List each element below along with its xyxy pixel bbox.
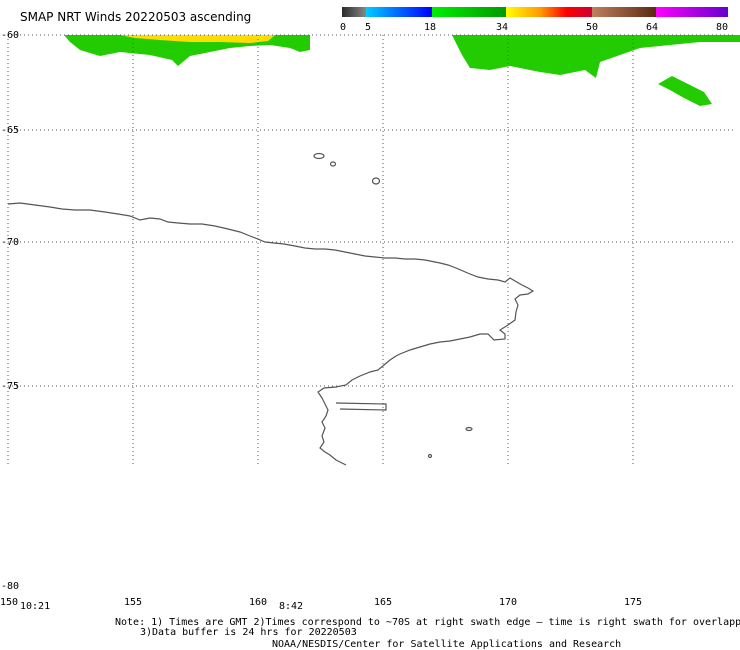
lon-label-160: 160 bbox=[249, 597, 267, 608]
coastline bbox=[7, 152, 535, 466]
lon-label-175: 175 bbox=[624, 597, 642, 608]
wind-region-yellow bbox=[120, 35, 275, 43]
graticule bbox=[7, 34, 736, 465]
colorbar-segment-18-34 bbox=[432, 7, 506, 17]
coastline-antarctica bbox=[7, 202, 535, 466]
lon-label-165: 165 bbox=[374, 597, 392, 608]
colorbar-tick-64: 64 bbox=[646, 22, 658, 33]
swath-time-right: 8:42 bbox=[279, 601, 303, 612]
colorbar-tick-34: 34 bbox=[496, 22, 508, 33]
colorbar-segment-64-80 bbox=[656, 7, 728, 17]
map-title: SMAP NRT Winds 20220503 ascending bbox=[20, 10, 251, 24]
wind-swath-right bbox=[452, 35, 740, 106]
island-4 bbox=[465, 426, 473, 432]
colorbar-tick-80: 80 bbox=[716, 22, 728, 33]
lon-label-170: 170 bbox=[499, 597, 517, 608]
lat-label-60: -60 bbox=[1, 30, 19, 41]
colorbar-segment-50-64 bbox=[592, 7, 656, 17]
colorbar-segment-5-18 bbox=[366, 7, 432, 17]
island-1 bbox=[313, 152, 325, 160]
credit-line: NOAA/NESDIS/Center for Satellite Applica… bbox=[272, 639, 621, 650]
lon-label-150: 150 bbox=[0, 597, 18, 608]
wind-region-green-patch bbox=[658, 76, 712, 106]
lat-label-75: -75 bbox=[1, 381, 19, 392]
colorbar-segment-34-50 bbox=[506, 7, 592, 17]
swath-time-left: 10:21 bbox=[20, 601, 50, 612]
lon-label-155: 155 bbox=[124, 597, 142, 608]
island-5 bbox=[427, 453, 433, 459]
wind-region-green-right bbox=[452, 35, 740, 78]
coastline-ice-shelf-inlet bbox=[335, 402, 387, 411]
note-line-1: Note: 1) Times are GMT 2)Times correspon… bbox=[115, 617, 740, 628]
lat-label-80: -80 bbox=[1, 581, 19, 592]
colorbar-tick-0: 0 bbox=[340, 22, 346, 33]
lat-label-70: -70 bbox=[1, 237, 19, 248]
colorbar-segment-0-5 bbox=[342, 7, 366, 17]
island-3 bbox=[371, 177, 381, 185]
colorbar: 0 5 18 34 50 64 80 bbox=[340, 7, 728, 33]
island-2 bbox=[329, 161, 337, 167]
lat-label-65: -65 bbox=[1, 125, 19, 136]
wind-swath-left bbox=[64, 35, 310, 66]
latitude-labels: -60 -65 -70 -75 -80 bbox=[1, 30, 19, 592]
colorbar-tick-50: 50 bbox=[586, 22, 598, 33]
colorbar-tick-18: 18 bbox=[424, 22, 436, 33]
longitude-labels: 150 155 160 165 170 175 bbox=[0, 597, 642, 608]
note-line-2: 3)Data buffer is 24 hrs for 20220503 bbox=[140, 627, 357, 638]
colorbar-tick-5: 5 bbox=[365, 22, 371, 33]
